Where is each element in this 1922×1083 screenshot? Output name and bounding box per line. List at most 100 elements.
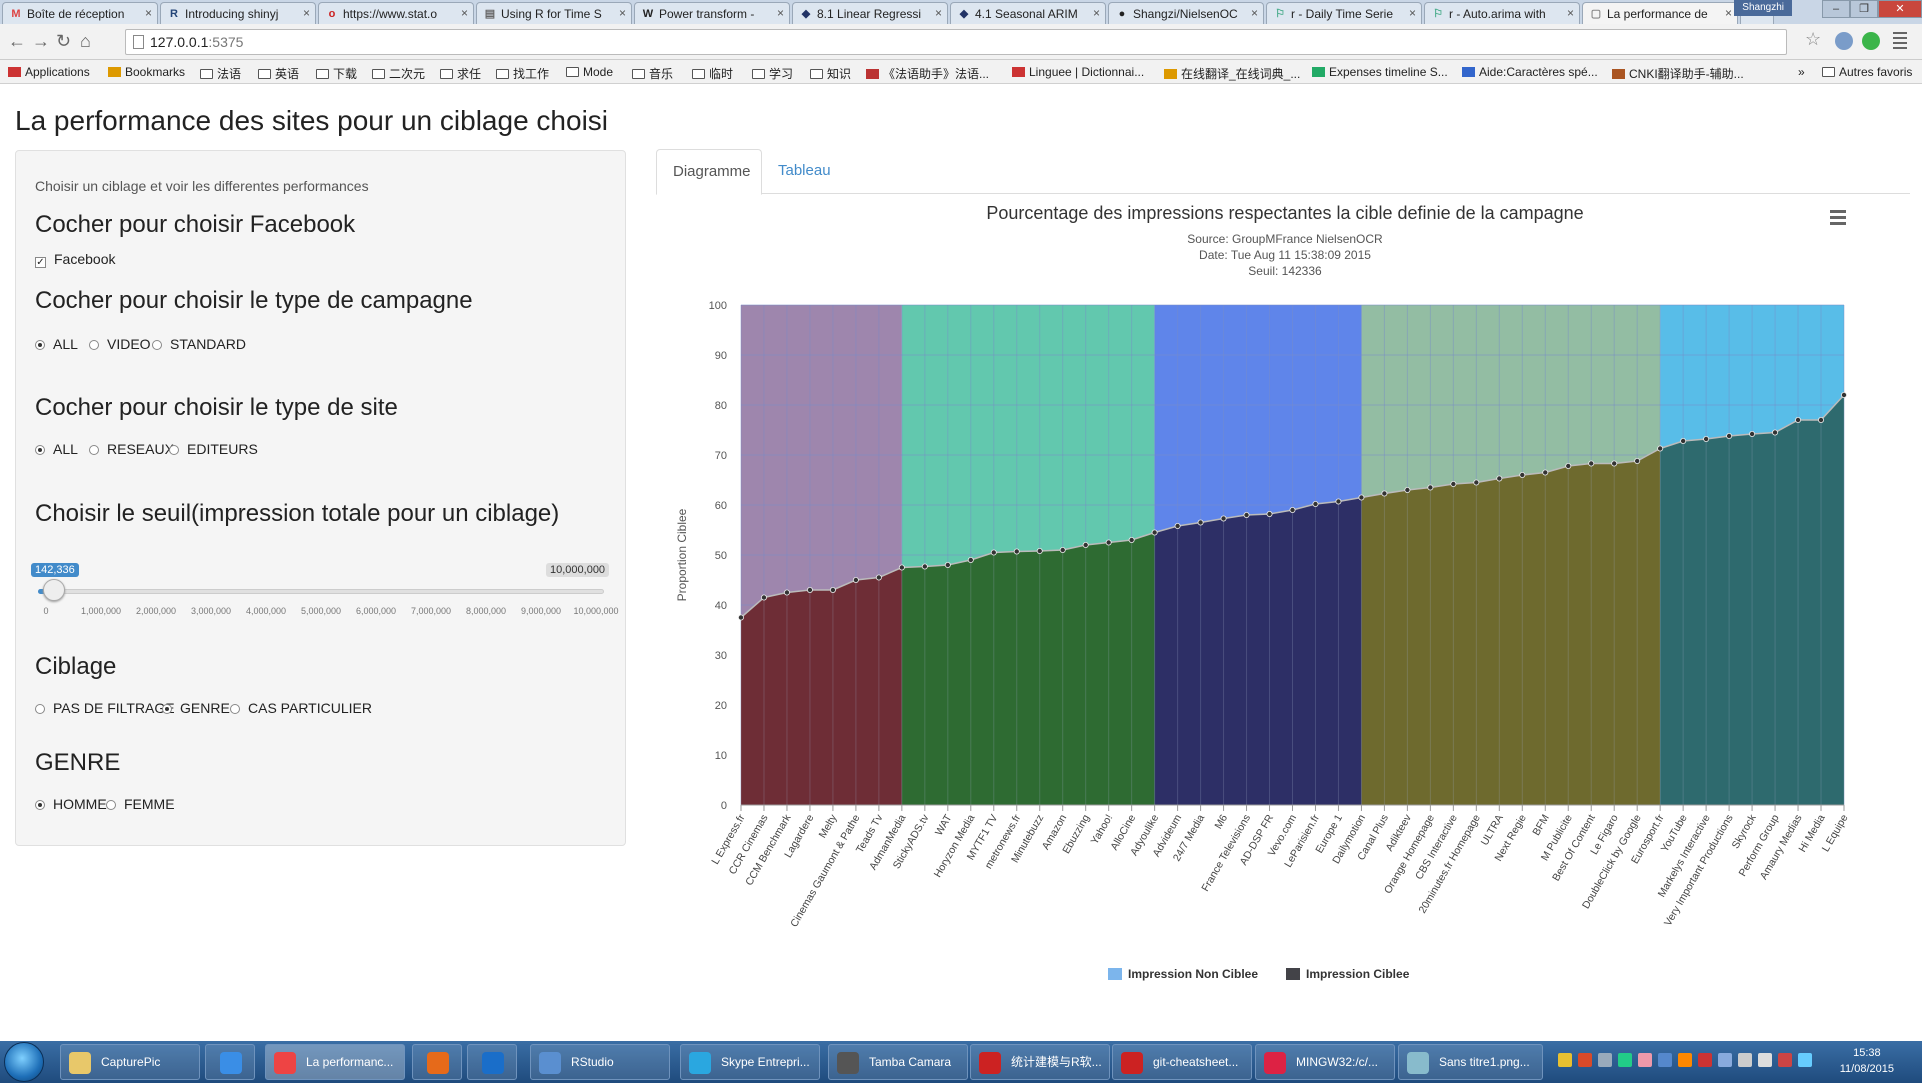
tab-close-icon[interactable]: × bbox=[302, 6, 310, 20]
radio-icon[interactable] bbox=[35, 445, 45, 455]
forward-icon[interactable]: → bbox=[32, 31, 50, 51]
maximize-button[interactable]: ❐ bbox=[1850, 0, 1878, 18]
data-point[interactable] bbox=[1105, 539, 1112, 546]
radio-icon[interactable] bbox=[152, 340, 162, 350]
radio-icon[interactable] bbox=[162, 704, 172, 714]
tab-tableau[interactable]: Tableau bbox=[778, 162, 831, 179]
data-point[interactable] bbox=[760, 594, 767, 601]
data-point[interactable] bbox=[852, 576, 859, 583]
data-point[interactable] bbox=[1841, 391, 1848, 398]
browser-tab[interactable]: ◆ 4.1 Seasonal ARIM × bbox=[950, 2, 1106, 24]
taskbar-item[interactable]: 统计建模与R软... bbox=[970, 1044, 1110, 1080]
start-button[interactable] bbox=[4, 1042, 44, 1082]
tray-icon[interactable] bbox=[1578, 1053, 1592, 1067]
taskbar-item[interactable]: MINGW32:/c/... bbox=[1255, 1044, 1395, 1080]
tray-icon[interactable] bbox=[1718, 1053, 1732, 1067]
data-point[interactable] bbox=[1519, 471, 1526, 478]
data-point[interactable] bbox=[1703, 435, 1710, 442]
data-point[interactable] bbox=[898, 564, 905, 571]
bookmark-item[interactable]: 英语 bbox=[258, 65, 299, 82]
data-point[interactable] bbox=[1450, 480, 1457, 487]
data-point[interactable] bbox=[783, 589, 790, 596]
bookmark-item[interactable]: 学习 bbox=[752, 65, 793, 82]
tab-close-icon[interactable]: × bbox=[460, 6, 468, 20]
radio-option-cas-particulier[interactable]: CAS PARTICULIER bbox=[230, 700, 372, 716]
browser-tab[interactable]: ◆ 8.1 Linear Regressi × bbox=[792, 2, 948, 24]
data-point[interactable] bbox=[1312, 500, 1319, 507]
data-point[interactable] bbox=[1197, 519, 1204, 526]
radio-option-genre[interactable]: GENRE bbox=[162, 700, 230, 716]
data-point[interactable] bbox=[1381, 490, 1388, 497]
bookmark-item[interactable]: 在线翻译_在线词典_... bbox=[1164, 65, 1300, 82]
bookmark-item[interactable]: 音乐 bbox=[632, 65, 673, 82]
browser-tab[interactable]: W Power transform - × bbox=[634, 2, 790, 24]
taskbar-item[interactable] bbox=[205, 1044, 255, 1080]
extension-icon[interactable] bbox=[1862, 32, 1880, 50]
data-point[interactable] bbox=[1128, 536, 1135, 543]
radio-option-video[interactable]: VIDEO bbox=[89, 336, 151, 352]
radio-icon[interactable] bbox=[35, 340, 45, 350]
tray-icon[interactable] bbox=[1678, 1053, 1692, 1067]
data-point[interactable] bbox=[944, 561, 951, 568]
data-point[interactable] bbox=[1335, 498, 1342, 505]
data-point[interactable] bbox=[1151, 529, 1158, 536]
bookmark-item[interactable]: Applications bbox=[8, 65, 90, 79]
tray-icon[interactable] bbox=[1758, 1053, 1772, 1067]
slider-handle[interactable] bbox=[42, 579, 65, 601]
data-point[interactable] bbox=[1427, 484, 1434, 491]
tab-close-icon[interactable]: × bbox=[144, 6, 152, 20]
radio-option-homme[interactable]: HOMME bbox=[35, 796, 107, 812]
data-point[interactable] bbox=[1680, 437, 1687, 444]
browser-tab[interactable]: o https://www.stat.o × bbox=[318, 2, 474, 24]
data-point[interactable] bbox=[1036, 547, 1043, 554]
data-point[interactable] bbox=[990, 549, 997, 556]
radio-icon[interactable] bbox=[230, 704, 240, 714]
data-point[interactable] bbox=[1220, 515, 1227, 522]
taskbar-item[interactable]: Sans titre1.png... bbox=[1398, 1044, 1543, 1080]
url-input[interactable]: 127.0.0.1:5375 bbox=[125, 29, 1787, 55]
radio-option-pas-de-filtrage[interactable]: PAS DE FILTRAGE bbox=[35, 700, 175, 716]
tab-close-icon[interactable]: × bbox=[1408, 6, 1416, 20]
menu-icon[interactable] bbox=[1893, 32, 1907, 50]
browser-tab[interactable]: ▢ La performance de × bbox=[1582, 2, 1738, 24]
taskbar-item[interactable]: La performanc... bbox=[265, 1044, 405, 1080]
browser-tab[interactable]: ▤ Using R for Time S × bbox=[476, 2, 632, 24]
radio-icon[interactable] bbox=[169, 445, 179, 455]
bookmark-item[interactable]: Linguee | Dictionnai... bbox=[1012, 65, 1144, 79]
browser-tab[interactable]: ⚐ r - Auto.arima with × bbox=[1424, 2, 1580, 24]
data-point[interactable] bbox=[1473, 479, 1480, 486]
bookmark-item[interactable]: 法语 bbox=[200, 65, 241, 82]
tab-close-icon[interactable]: × bbox=[1566, 6, 1574, 20]
data-point[interactable] bbox=[1542, 469, 1549, 476]
data-point[interactable] bbox=[1059, 546, 1066, 553]
tab-close-icon[interactable]: × bbox=[934, 6, 942, 20]
tab-close-icon[interactable]: × bbox=[776, 6, 784, 20]
radio-icon[interactable] bbox=[35, 800, 45, 810]
tray-icon[interactable] bbox=[1598, 1053, 1612, 1067]
tray-icon[interactable] bbox=[1638, 1053, 1652, 1067]
data-point[interactable] bbox=[806, 586, 813, 593]
data-point[interactable] bbox=[1358, 494, 1365, 501]
data-point[interactable] bbox=[1289, 506, 1296, 513]
radio-option-all[interactable]: ALL bbox=[35, 336, 78, 352]
radio-icon[interactable] bbox=[106, 800, 116, 810]
data-point[interactable] bbox=[967, 556, 974, 563]
facebook-checkbox[interactable]: ✓ Facebook bbox=[35, 251, 116, 268]
tray-icon[interactable] bbox=[1778, 1053, 1792, 1067]
data-point[interactable] bbox=[1174, 522, 1181, 529]
bookmark-item[interactable]: CNKI翻译助手-辅助... bbox=[1612, 65, 1744, 82]
data-point[interactable] bbox=[1726, 432, 1733, 439]
taskbar-item[interactable]: RStudio bbox=[530, 1044, 670, 1080]
radio-icon[interactable] bbox=[89, 340, 99, 350]
data-point[interactable] bbox=[1013, 548, 1020, 555]
tab-diagramme[interactable]: Diagramme bbox=[656, 149, 762, 195]
tray-icon[interactable] bbox=[1698, 1053, 1712, 1067]
bookmark-item[interactable]: 二次元 bbox=[372, 65, 425, 82]
taskbar-item[interactable] bbox=[412, 1044, 462, 1080]
taskbar-item[interactable]: git-cheatsheet... bbox=[1112, 1044, 1252, 1080]
reload-icon[interactable]: ↻ bbox=[56, 31, 72, 51]
bookmark-item[interactable]: » bbox=[1798, 65, 1805, 79]
bookmark-item[interactable]: 求任 bbox=[440, 65, 481, 82]
legend-item[interactable]: Impression Ciblee bbox=[1286, 967, 1410, 981]
data-point[interactable] bbox=[1772, 429, 1779, 436]
